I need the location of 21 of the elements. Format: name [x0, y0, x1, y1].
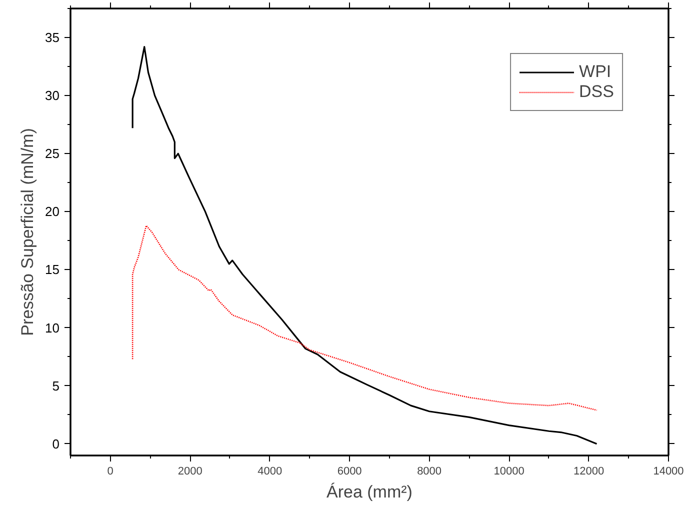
line-series — [132, 224, 598, 411]
y-tick-label: 35 — [45, 30, 60, 46]
x-tick-label: 10000 — [494, 466, 524, 478]
x-axis-title: Área (mm²) — [326, 482, 412, 502]
y-tick-label: 20 — [45, 204, 60, 220]
y-tick-label: 0 — [52, 436, 60, 452]
x-tick-label: 6000 — [337, 466, 362, 478]
x-tick-label: 12000 — [573, 466, 604, 478]
y-tick-label: 5 — [52, 378, 60, 394]
y-tick-label: 30 — [45, 88, 60, 104]
y-tick-label: 25 — [45, 146, 60, 162]
y-tick-label: 10 — [45, 320, 60, 336]
x-tick-label: 14000 — [653, 466, 684, 478]
x-tick-label: 2000 — [178, 466, 202, 478]
legend-label: WPI — [579, 62, 612, 82]
legend-label: DSS — [579, 82, 614, 102]
x-tick-label: 0 — [107, 466, 114, 478]
y-tick-label: 15 — [45, 262, 60, 278]
y-axis-title: Pressão Superficial (mN/m) — [18, 128, 38, 336]
x-tick-label: 8000 — [417, 466, 442, 478]
x-tick-label: 4000 — [258, 466, 282, 478]
